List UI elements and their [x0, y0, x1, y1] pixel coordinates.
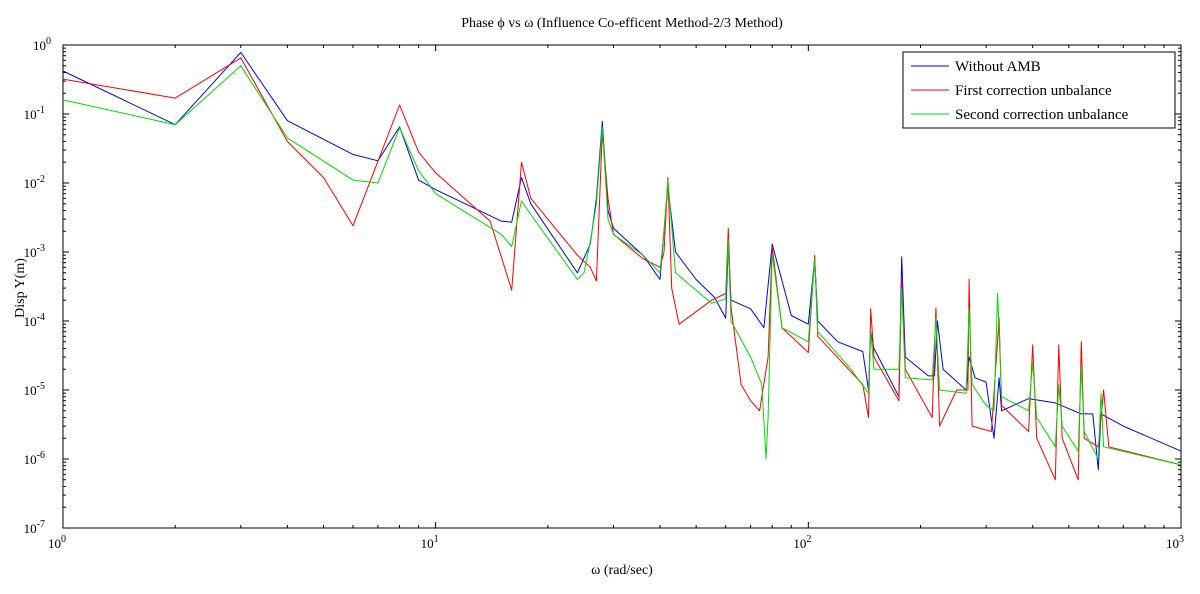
legend-label: Second correction unbalance — [955, 107, 1129, 123]
x-axis-label: ω (rad/sec) — [591, 563, 653, 578]
y-tick-label: 10-7 — [24, 519, 45, 536]
y-tick-label: 100 — [33, 36, 51, 53]
y-tick-label: 10-3 — [24, 243, 45, 260]
legend: Without AMB First correction unbalance Sec… — [902, 51, 1176, 129]
series-line-0 — [62, 51, 1182, 471]
series-line-2 — [62, 65, 1182, 466]
y-axis-label: Disp Y(m) — [13, 258, 28, 318]
x-tick-label: 102 — [793, 534, 811, 551]
y-tick-label: 10-1 — [24, 105, 45, 122]
x-tick-label: 101 — [421, 534, 439, 551]
y-tick-label: 10-2 — [24, 174, 45, 191]
y-tick-label: 10-6 — [24, 450, 45, 467]
chart-title: Phase ϕ vs ω (Influence Co-efficent Meth… — [461, 16, 783, 31]
legend-label: First correction unbalance — [955, 83, 1112, 99]
x-tick-label: 103 — [1166, 534, 1184, 551]
y-tick-label: 10-5 — [24, 381, 45, 398]
x-tick-label: 100 — [48, 534, 66, 551]
y-axis-ticks: 100 10-1 10-2 10-3 10-4 10-5 10-6 10-7 — [24, 36, 1181, 536]
x-axis-ticks: 100 101 102 103 — [48, 45, 1184, 551]
legend-label: Without AMB — [955, 59, 1041, 75]
y-tick-label: 10-4 — [24, 312, 45, 329]
